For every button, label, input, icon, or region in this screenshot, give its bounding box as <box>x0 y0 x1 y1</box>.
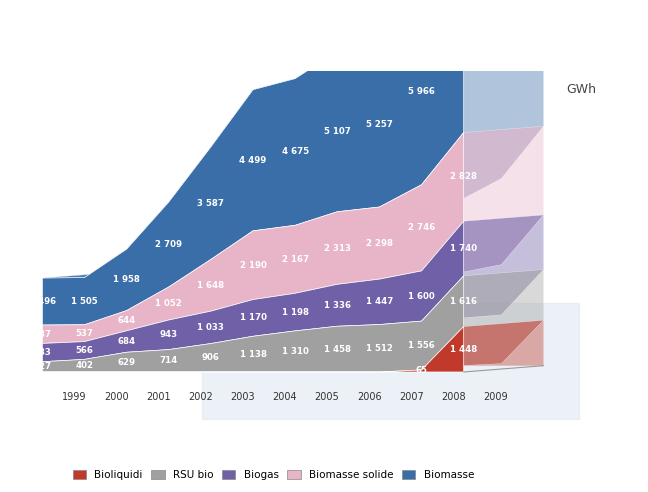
Text: 1 336: 1 336 <box>324 301 351 310</box>
Text: 2001: 2001 <box>146 393 171 402</box>
Text: 1 138: 1 138 <box>240 350 266 359</box>
Text: 2002: 2002 <box>189 393 213 402</box>
Polygon shape <box>42 270 544 362</box>
Polygon shape <box>42 320 544 372</box>
Text: 1 198: 1 198 <box>282 308 308 316</box>
Text: 1 556: 1 556 <box>408 341 435 350</box>
Text: 537: 537 <box>76 329 93 338</box>
Polygon shape <box>42 327 464 372</box>
Text: 2 190: 2 190 <box>240 261 266 270</box>
Polygon shape <box>122 270 544 366</box>
Text: 1 648: 1 648 <box>198 281 224 290</box>
Text: 1 740: 1 740 <box>450 244 477 253</box>
Polygon shape <box>42 215 544 343</box>
Text: 1 512: 1 512 <box>366 344 393 353</box>
Text: 3 587: 3 587 <box>198 199 224 208</box>
Text: 2 828: 2 828 <box>450 172 477 182</box>
Polygon shape <box>42 355 122 372</box>
Polygon shape <box>42 0 544 278</box>
Text: 1 505: 1 505 <box>71 297 98 306</box>
Text: 1 616: 1 616 <box>450 297 477 306</box>
Polygon shape <box>122 215 544 355</box>
Text: 2004: 2004 <box>273 393 297 402</box>
Polygon shape <box>122 126 544 337</box>
Text: GWh: GWh <box>567 83 597 96</box>
Text: 2 298: 2 298 <box>366 239 393 247</box>
Text: 644: 644 <box>117 316 136 325</box>
Polygon shape <box>122 320 544 366</box>
Text: 2 167: 2 167 <box>282 255 308 264</box>
Polygon shape <box>42 272 122 325</box>
Text: 2 709: 2 709 <box>156 240 182 249</box>
Text: 684: 684 <box>117 337 135 346</box>
Text: 402: 402 <box>76 361 93 370</box>
Text: 1999: 1999 <box>62 393 87 402</box>
Text: 1 052: 1 052 <box>156 299 182 308</box>
Text: 1 496: 1 496 <box>29 297 56 306</box>
Polygon shape <box>42 319 122 343</box>
Polygon shape <box>42 126 544 325</box>
Polygon shape <box>42 0 464 325</box>
Text: 5 257: 5 257 <box>366 120 393 129</box>
Text: 5 966: 5 966 <box>408 87 435 95</box>
Text: 587: 587 <box>34 330 51 338</box>
Polygon shape <box>42 221 464 362</box>
Text: 2009: 2009 <box>483 393 508 402</box>
Polygon shape <box>42 366 122 372</box>
Text: 1 458: 1 458 <box>324 344 351 354</box>
Text: 2 313: 2 313 <box>324 244 351 252</box>
Text: 906: 906 <box>202 353 220 362</box>
Text: 629: 629 <box>118 358 135 367</box>
Text: 2000: 2000 <box>104 393 129 402</box>
Text: 714: 714 <box>159 356 178 365</box>
Polygon shape <box>42 132 464 343</box>
Text: 566: 566 <box>76 346 93 355</box>
Text: 4 675: 4 675 <box>282 148 308 156</box>
Polygon shape <box>42 276 464 372</box>
Text: 2 746: 2 746 <box>408 223 435 232</box>
Text: 2007: 2007 <box>399 393 424 402</box>
Text: 7 631: 7 631 <box>450 8 477 17</box>
Text: 583: 583 <box>34 348 51 357</box>
Text: 1 310: 1 310 <box>282 347 308 356</box>
Polygon shape <box>122 0 544 319</box>
Text: 2003: 2003 <box>231 393 255 402</box>
Text: 1 447: 1 447 <box>365 297 393 307</box>
Polygon shape <box>42 337 122 362</box>
Text: 5 107: 5 107 <box>324 127 351 136</box>
Text: 1 033: 1 033 <box>198 323 224 332</box>
Text: 2006: 2006 <box>357 393 382 402</box>
Text: 943: 943 <box>160 330 178 339</box>
Text: 2005: 2005 <box>315 393 340 402</box>
Text: 1 958: 1 958 <box>113 276 140 284</box>
Text: 4 499: 4 499 <box>239 156 267 165</box>
Legend: Bioliquidi, RSU bio, Biogas, Biomasse solide, Biomasse: Bioliquidi, RSU bio, Biogas, Biomasse so… <box>69 465 478 484</box>
Text: 65: 65 <box>415 367 428 375</box>
Text: 1 600: 1 600 <box>408 292 435 301</box>
Text: 327: 327 <box>33 362 51 371</box>
Text: 2008: 2008 <box>441 393 466 402</box>
Text: 1 170: 1 170 <box>240 313 266 322</box>
Text: 1 448: 1 448 <box>450 345 478 354</box>
